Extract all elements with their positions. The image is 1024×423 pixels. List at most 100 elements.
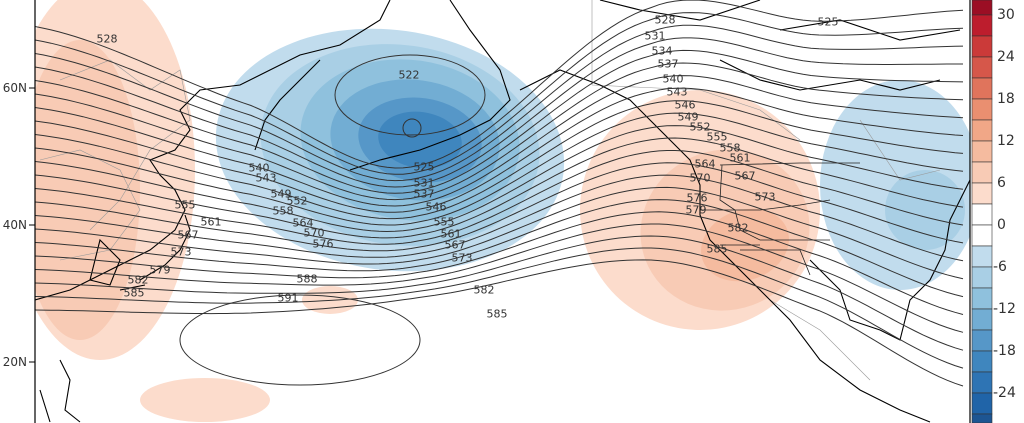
contour-label: 525 <box>414 161 435 174</box>
contour-label: 531 <box>645 30 666 43</box>
negative-anomaly <box>378 111 462 169</box>
contour-label: 585 <box>707 243 728 256</box>
colorbar-tick: 24 <box>997 49 1015 65</box>
contour-label: 549 <box>271 188 292 201</box>
colorbar-bin <box>971 77 993 100</box>
contour-line <box>35 186 964 280</box>
contour-label: 543 <box>256 172 277 185</box>
negative-anomaly <box>885 170 965 250</box>
contour-label: 546 <box>426 201 447 214</box>
colorbar-bin <box>971 287 993 310</box>
contour-label: 561 <box>730 152 751 165</box>
closed-contour <box>334 54 486 136</box>
contour-label: 528 <box>655 14 676 27</box>
contour-line <box>35 62 964 201</box>
contour-line <box>35 259 964 387</box>
colorbar-bin <box>971 0 993 16</box>
contour-line <box>35 37 963 188</box>
contour-label: 561 <box>441 228 462 241</box>
contour-label: 591 <box>278 292 299 305</box>
contour-label: 570 <box>304 227 325 240</box>
contour-line <box>35 49 964 194</box>
contour-label: 537 <box>658 58 679 71</box>
contour-label: 525 <box>818 16 839 29</box>
contour-label: 531 <box>414 177 435 190</box>
closed-contour <box>179 294 421 386</box>
state-borders <box>700 162 860 276</box>
contour-line <box>35 100 964 220</box>
contour-label: 540 <box>249 162 270 175</box>
colorbar-bin <box>971 245 993 268</box>
latitude-axis: 60N 40N 20N <box>3 81 35 369</box>
colorbar-bin <box>971 350 993 373</box>
contour-labels: 5285285225255255315315345375375405405435… <box>97 14 839 321</box>
contour-line <box>35 235 964 351</box>
colorbar-bin <box>971 98 993 121</box>
contour-label: 585 <box>124 287 145 300</box>
contour-line <box>35 174 964 262</box>
colorbar-tick: -24 <box>993 385 1016 401</box>
colorbar-tick: -12 <box>993 301 1016 317</box>
contour-label: 546 <box>675 99 696 112</box>
colorbar-bin <box>971 182 993 205</box>
contour-label: 579 <box>150 264 171 277</box>
contour-label: 582 <box>728 222 749 235</box>
contour-line <box>35 223 964 333</box>
contour-label: 528 <box>97 33 118 46</box>
height-contours <box>35 0 964 387</box>
contour-label: 561 <box>201 216 222 229</box>
colorbar-bin <box>971 308 993 331</box>
country-borders <box>39 0 941 381</box>
contour-label: 588 <box>297 273 318 286</box>
contour-line <box>35 162 964 252</box>
contour-label: 573 <box>755 191 776 204</box>
colorbar-tick: 6 <box>997 175 1006 191</box>
colorbar-bin <box>971 56 993 79</box>
contour-line <box>35 112 964 226</box>
contour-label: 564 <box>293 217 314 230</box>
lat-label-60n: 60N <box>3 81 27 95</box>
lat-label-20n: 20N <box>3 355 27 369</box>
contour-label: 549 <box>678 111 699 124</box>
contour-label: 522 <box>399 69 420 82</box>
contour-label: 573 <box>452 252 473 265</box>
colorbar-bin <box>971 203 993 226</box>
contour-label: 534 <box>652 45 673 58</box>
contour-label: 573 <box>171 246 192 259</box>
contour-line <box>35 199 964 298</box>
contour-label: 537 <box>414 188 435 201</box>
colorbar-bin <box>971 392 993 415</box>
contour-label: 552 <box>287 195 308 208</box>
positive-anomaly <box>35 40 140 340</box>
colorbar <box>971 0 993 423</box>
contour-label: 582 <box>474 284 495 297</box>
colorbar-tick: 18 <box>997 91 1015 107</box>
contour-label: 558 <box>273 205 294 218</box>
contour-line <box>35 125 964 233</box>
contour-line <box>35 75 964 207</box>
contour-line <box>35 12 964 175</box>
contour-label: 576 <box>687 192 708 205</box>
contour-label: 552 <box>690 121 711 134</box>
colorbar-bin <box>971 35 993 58</box>
colorbar-bin <box>971 161 993 184</box>
coastlines <box>35 0 970 423</box>
contour-label: 555 <box>434 216 455 229</box>
contour-label: 576 <box>313 238 334 251</box>
contour-label: 567 <box>445 239 466 252</box>
positive-anomaly <box>140 378 270 422</box>
contour-label: 567 <box>735 170 756 183</box>
contour-label: 558 <box>720 142 741 155</box>
contour-label: 555 <box>707 131 728 144</box>
colorbar-tick: -18 <box>993 343 1016 359</box>
contour-line <box>35 211 964 315</box>
contour-label: 579 <box>686 204 707 217</box>
colorbar-tick: 12 <box>997 133 1015 149</box>
colorbar-tick: -6 <box>993 259 1007 275</box>
contour-label: 582 <box>128 274 149 287</box>
colorbar-bin <box>971 371 993 394</box>
contour-line <box>35 150 964 245</box>
contour-label: 540 <box>663 73 684 86</box>
colorbar-bin <box>971 140 993 163</box>
colorbar-bin <box>971 224 993 247</box>
